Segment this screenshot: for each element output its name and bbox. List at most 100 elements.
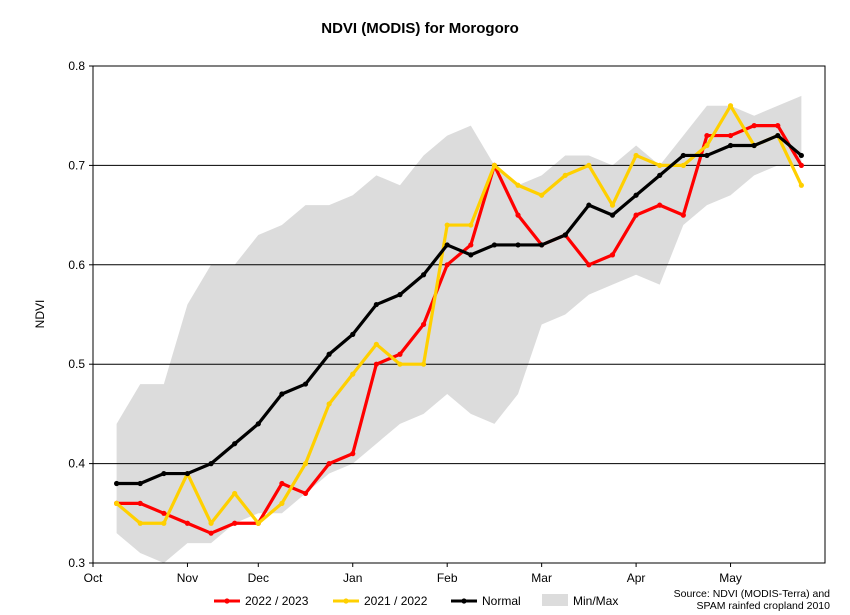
data-point <box>633 152 639 159</box>
data-point <box>704 152 710 159</box>
x-tick-label: Feb <box>437 571 458 585</box>
data-point <box>137 520 143 526</box>
data-point <box>633 192 639 198</box>
data-point <box>184 470 191 477</box>
data-point <box>326 351 332 357</box>
x-tick-label: May <box>719 571 742 585</box>
data-point <box>184 520 191 526</box>
data-point <box>539 242 545 248</box>
data-point <box>208 461 214 467</box>
data-point <box>255 421 261 427</box>
x-tick-label: Dec <box>248 571 269 585</box>
data-point <box>609 252 616 258</box>
data-point <box>468 222 474 228</box>
data-point <box>539 192 545 198</box>
data-point <box>137 480 143 487</box>
y-tick-label: 0.7 <box>68 158 85 172</box>
source-line: Source: NDVI (MODIS-Terra) and <box>674 588 831 600</box>
legend-swatch <box>542 594 568 606</box>
data-point <box>302 490 309 497</box>
min-max-band-layer <box>116 95 802 563</box>
data-point <box>609 202 616 208</box>
data-point <box>798 182 804 188</box>
y-tick-label: 0.8 <box>68 59 85 73</box>
series-line <box>115 104 803 525</box>
legend-item: 2022 / 2023 <box>214 594 309 608</box>
min-max-band <box>116 95 802 563</box>
data-point <box>775 123 781 129</box>
x-tick-label: Apr <box>627 571 646 585</box>
data-point <box>350 331 356 337</box>
data-point <box>420 361 427 367</box>
legend-label: 2022 / 2023 <box>245 594 309 608</box>
data-point <box>704 132 710 139</box>
data-point <box>397 351 403 357</box>
legend-label: 2021 / 2022 <box>364 594 428 608</box>
y-tick-label: 0.5 <box>68 357 85 371</box>
legend-item: 2021 / 2022 <box>333 594 428 608</box>
data-point <box>657 162 663 168</box>
data-point <box>491 162 498 168</box>
source-line: SPAM rainfed cropland 2010 <box>697 600 831 612</box>
axes: 0.3 0.4 0.5 0.6 0.7 0.8 Oct Nov Dec Jan Feb Mar Apr M… <box>68 59 742 585</box>
data-point <box>161 470 167 477</box>
legend-marker <box>461 598 467 604</box>
data-point <box>798 162 804 168</box>
data-point <box>775 132 781 139</box>
data-point <box>208 530 214 536</box>
y-tick-label: 0.4 <box>68 457 85 471</box>
data-point <box>302 461 309 467</box>
legend-marker <box>224 598 230 604</box>
plot-frame <box>92 65 826 564</box>
data-point <box>586 262 592 268</box>
data-point <box>373 361 379 367</box>
data-point <box>515 242 521 248</box>
data-point <box>114 480 120 487</box>
series-2 <box>114 132 804 487</box>
data-point <box>751 142 757 149</box>
data-point <box>704 142 710 149</box>
chart-title: NDVI (MODIS) for Morogoro <box>321 20 518 37</box>
series-line <box>116 133 803 486</box>
data-point <box>586 202 592 208</box>
legend-label: Normal <box>482 594 521 608</box>
x-tick-label: Nov <box>177 571 198 585</box>
series-layer <box>114 103 804 536</box>
data-point <box>444 222 450 228</box>
data-point <box>397 292 403 298</box>
y-tick-label: 0.6 <box>68 258 85 272</box>
data-point <box>633 212 639 218</box>
x-tick-label: Jan <box>343 571 362 585</box>
data-point <box>515 212 521 218</box>
data-point <box>373 341 379 347</box>
data-point <box>232 441 238 447</box>
data-point <box>468 252 474 258</box>
data-point <box>657 172 663 178</box>
y-axis-label: NDVI <box>33 300 47 329</box>
data-point <box>232 490 238 497</box>
data-point <box>208 520 214 526</box>
data-point <box>279 500 285 506</box>
data-point <box>326 401 332 407</box>
data-point <box>420 272 427 278</box>
x-tick-label: Oct <box>84 571 103 585</box>
data-point <box>727 132 734 139</box>
data-point <box>727 142 734 149</box>
x-tick-label: Mar <box>531 571 552 585</box>
data-point <box>586 162 592 168</box>
data-point <box>751 123 757 129</box>
data-point <box>114 500 120 506</box>
data-point <box>137 500 143 506</box>
legend-label: Min/Max <box>573 594 618 608</box>
data-point <box>562 232 568 238</box>
data-point <box>279 391 285 397</box>
data-point <box>680 162 686 168</box>
data-point <box>798 152 804 159</box>
data-point <box>232 520 238 526</box>
data-point <box>326 461 332 467</box>
y-tick-label: 0.3 <box>68 556 85 570</box>
data-point <box>491 242 498 248</box>
data-point <box>255 520 261 526</box>
